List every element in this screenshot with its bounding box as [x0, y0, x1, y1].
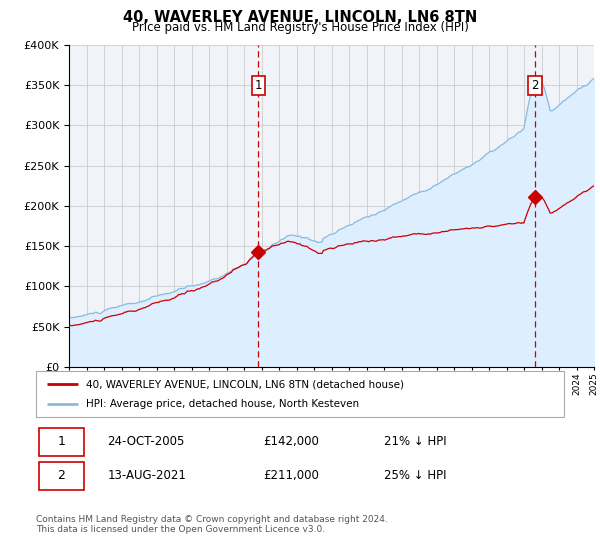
- Text: 21% ↓ HPI: 21% ↓ HPI: [385, 435, 447, 448]
- Text: 2: 2: [531, 78, 539, 91]
- Text: Contains HM Land Registry data © Crown copyright and database right 2024.: Contains HM Land Registry data © Crown c…: [36, 515, 388, 524]
- Text: £211,000: £211,000: [263, 469, 319, 483]
- Text: 40, WAVERLEY AVENUE, LINCOLN, LN6 8TN (detached house): 40, WAVERLEY AVENUE, LINCOLN, LN6 8TN (d…: [86, 379, 404, 389]
- FancyBboxPatch shape: [38, 428, 83, 456]
- Text: £142,000: £142,000: [263, 435, 319, 448]
- Text: 1: 1: [58, 435, 65, 448]
- FancyBboxPatch shape: [38, 462, 83, 490]
- Text: 24-OCT-2005: 24-OCT-2005: [107, 435, 185, 448]
- Text: 13-AUG-2021: 13-AUG-2021: [107, 469, 186, 483]
- Text: 1: 1: [254, 78, 262, 91]
- Text: Price paid vs. HM Land Registry's House Price Index (HPI): Price paid vs. HM Land Registry's House …: [131, 21, 469, 34]
- Text: HPI: Average price, detached house, North Kesteven: HPI: Average price, detached house, Nort…: [86, 399, 359, 409]
- Text: 25% ↓ HPI: 25% ↓ HPI: [385, 469, 447, 483]
- Text: 40, WAVERLEY AVENUE, LINCOLN, LN6 8TN: 40, WAVERLEY AVENUE, LINCOLN, LN6 8TN: [123, 10, 477, 25]
- Text: 2: 2: [58, 469, 65, 483]
- Text: This data is licensed under the Open Government Licence v3.0.: This data is licensed under the Open Gov…: [36, 525, 325, 534]
- FancyBboxPatch shape: [36, 371, 564, 417]
